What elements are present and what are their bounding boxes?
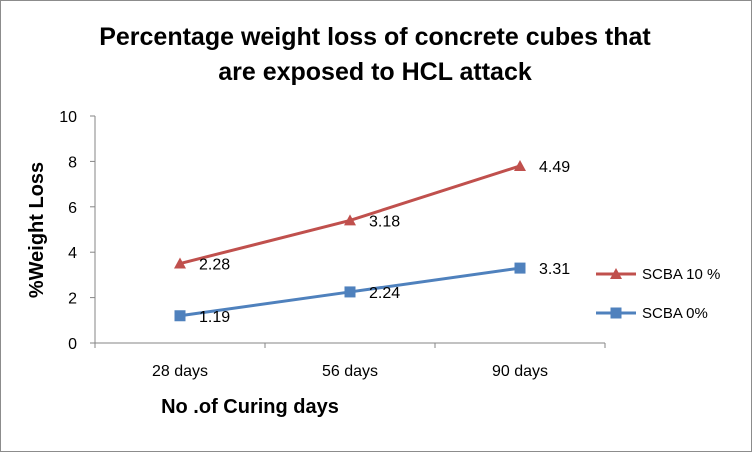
- y-tick-label: 2: [68, 291, 77, 308]
- x-tick-label: 56 days: [322, 363, 378, 380]
- y-tick-label: 8: [68, 154, 77, 171]
- legend: SCBA 10 % SCBA 0%: [596, 266, 720, 322]
- series-1: 1.19 2.24 3.31: [174, 261, 570, 326]
- data-label: 2.24: [369, 285, 400, 302]
- y-tick-label: 10: [59, 109, 77, 126]
- y-tick-label: 4: [68, 245, 77, 262]
- x-axis-title: No .of Curing days: [161, 396, 339, 418]
- legend-item-1: SCBA 0%: [596, 305, 708, 322]
- chart-title-line-2: are exposed to HCL attack: [218, 58, 532, 86]
- data-label: 4.49: [539, 159, 570, 176]
- data-label: 1.19: [199, 309, 230, 326]
- y-axis-title: %Weight Loss: [26, 162, 48, 298]
- legend-label: SCBA 0%: [642, 305, 708, 322]
- data-point: [174, 257, 186, 269]
- series-0: 2.28 3.18 4.49: [174, 159, 570, 274]
- data-point: [514, 262, 526, 274]
- data-point: [344, 286, 356, 298]
- y-tick-label: 6: [68, 200, 77, 217]
- x-tick-label: 90 days: [492, 363, 548, 380]
- legend-marker: [610, 307, 622, 319]
- x-axis-ticks: 28 days 56 days 90 days: [94, 343, 606, 380]
- data-label: 3.18: [369, 213, 400, 230]
- x-tick-label: 28 days: [152, 363, 208, 380]
- legend-marker: [610, 268, 622, 279]
- data-point: [514, 159, 526, 171]
- data-point: [174, 310, 186, 322]
- y-axis-ticks: 0 2 4 6 8 10: [59, 109, 95, 353]
- series-layer: 2.28 3.18 4.49 1.19 2.24 3.31: [174, 159, 570, 326]
- chart-title-line-1: Percentage weight loss of concrete cubes…: [99, 23, 651, 51]
- legend-item-0: SCBA 10 %: [596, 266, 720, 283]
- data-point: [344, 214, 356, 226]
- data-label: 2.28: [199, 257, 230, 274]
- y-tick-label: 0: [68, 336, 77, 353]
- data-label: 3.31: [539, 261, 570, 278]
- legend-label: SCBA 10 %: [642, 266, 720, 283]
